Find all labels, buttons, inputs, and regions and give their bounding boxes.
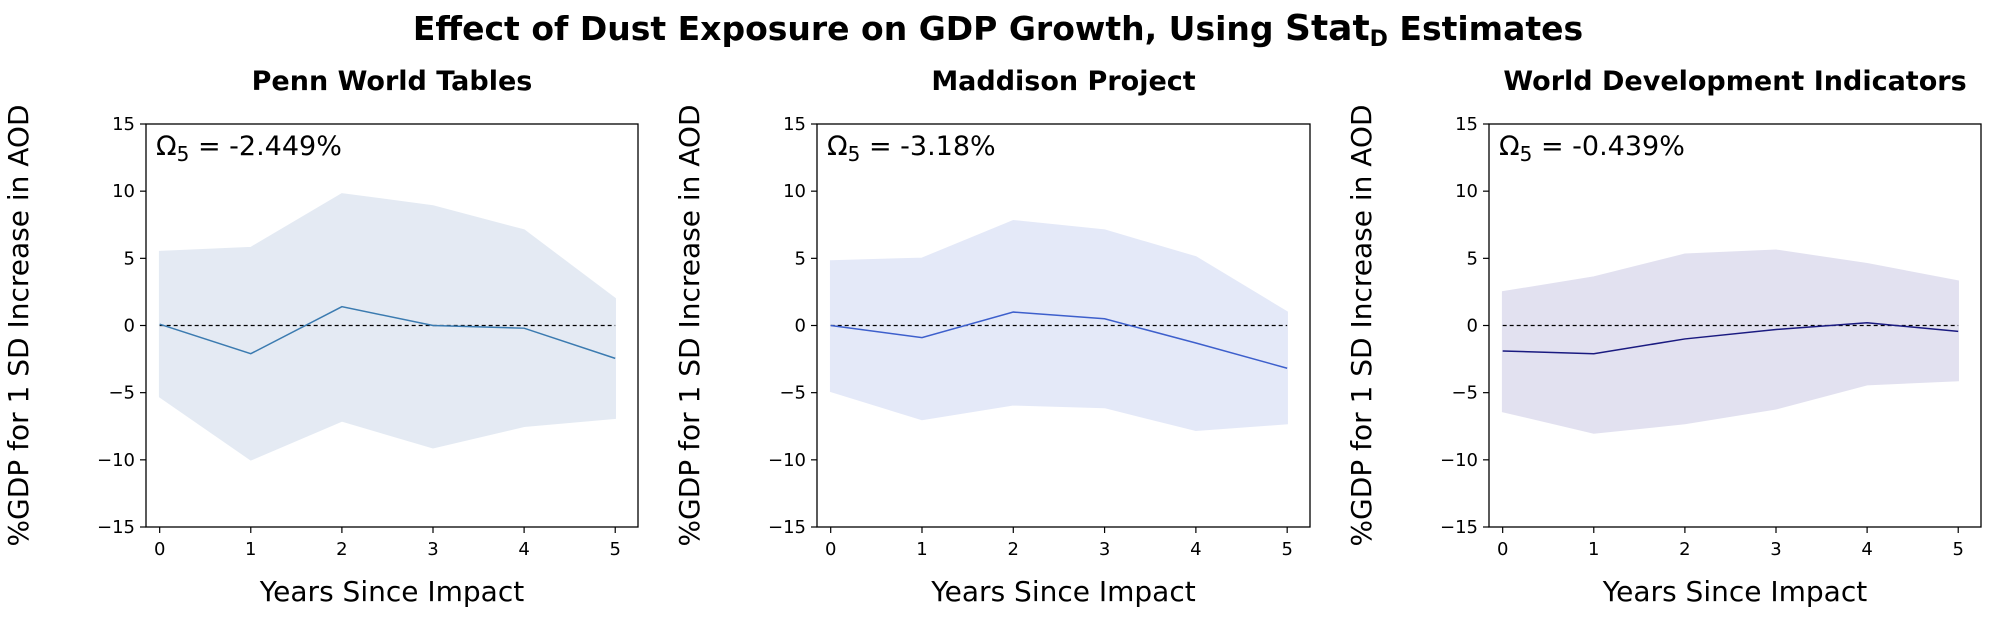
- y-tick-label: 15: [783, 114, 806, 135]
- y-tick-label: −5: [779, 383, 806, 404]
- y-tick-label: −15: [768, 517, 806, 538]
- x-axis-label: Years Since Impact: [1602, 575, 1867, 608]
- x-tick-label: 1: [916, 539, 927, 560]
- omega-annotation: Ω5 = -0.439%: [1499, 131, 1685, 166]
- x-tick-label: 2: [1679, 539, 1690, 560]
- figure-title: Effect of Dust Exposure on GDP Growth, U…: [0, 8, 1996, 52]
- x-tick-label: 5: [609, 539, 620, 560]
- x-tick-label: 2: [1008, 539, 1019, 560]
- y-axis-label: %GDP for 1 SD Increase in AOD: [2, 104, 35, 546]
- omega-symbol: Ω: [827, 131, 848, 162]
- omega-value: = -3.18%: [860, 131, 995, 162]
- x-tick-label: 4: [1861, 539, 1872, 560]
- omega-subscript: 5: [177, 142, 190, 166]
- omega-annotation: Ω5 = -3.18%: [827, 131, 996, 166]
- y-tick-label: 5: [1467, 248, 1478, 269]
- figure-title-post: Estimates: [1387, 9, 1584, 48]
- x-tick-label: 3: [1770, 539, 1781, 560]
- y-tick-label: 15: [1455, 114, 1478, 135]
- y-axis-label: %GDP for 1 SD Increase in AOD: [1345, 104, 1378, 546]
- x-tick-label: 5: [1952, 539, 1963, 560]
- omega-symbol: Ω: [156, 131, 177, 162]
- x-tick-label: 4: [518, 539, 529, 560]
- x-tick-label: 4: [1190, 539, 1201, 560]
- y-tick-label: −5: [1451, 383, 1478, 404]
- y-tick-label: 10: [1455, 181, 1478, 202]
- x-tick-label: 0: [154, 539, 165, 560]
- x-tick-label: 2: [336, 539, 347, 560]
- y-tick-label: 5: [124, 248, 135, 269]
- y-tick-label: 15: [112, 114, 135, 135]
- chart-panel-3: −15 −10 −5 0 5 10 15 0 1 2 3 4 5 World Development In…: [1345, 66, 1982, 608]
- x-tick-label: 1: [245, 539, 256, 560]
- confidence-band: [1501, 249, 1959, 434]
- x-axis-label: Years Since Impact: [930, 575, 1195, 608]
- x-tick-label: 5: [1281, 539, 1292, 560]
- y-tick-label: −15: [1440, 517, 1478, 538]
- x-tick-label: 1: [1588, 539, 1599, 560]
- x-tick-label: 0: [1497, 539, 1508, 560]
- omega-subscript: 5: [848, 142, 861, 166]
- omega-subscript: 5: [1520, 142, 1533, 166]
- omega-annotation: Ω5 = -2.449%: [156, 131, 342, 166]
- estimate-line: [830, 311, 1288, 369]
- panel-title: World Development Indicators: [1503, 66, 1966, 97]
- confidence-band: [158, 193, 616, 461]
- y-tick-label: 0: [1467, 316, 1478, 337]
- y-tick-label: −10: [97, 450, 135, 471]
- y-tick-label: −5: [108, 383, 135, 404]
- omega-value: = -2.449%: [189, 131, 341, 162]
- y-tick-label: 10: [112, 181, 135, 202]
- y-tick-label: 0: [795, 316, 806, 337]
- figure-title-stat-subscript: D: [1369, 27, 1388, 52]
- omega-symbol: Ω: [1499, 131, 1520, 162]
- y-tick-label: −10: [768, 450, 806, 471]
- confidence-band: [829, 219, 1288, 432]
- y-tick-label: −10: [1440, 450, 1478, 471]
- x-tick-label: 0: [825, 539, 836, 560]
- y-tick-label: 10: [783, 181, 806, 202]
- y-axis-label: %GDP for 1 SD Increase in AOD: [673, 104, 706, 546]
- estimate-line: [1502, 322, 1959, 355]
- figure-title-pre: Effect of Dust Exposure on GDP Growth, U…: [412, 9, 1286, 48]
- omega-value: = -0.439%: [1532, 131, 1684, 162]
- y-tick-label: 0: [124, 316, 135, 337]
- chart-panel-1: −15 −10 −5 0 5 10 15 0 1 2 3 4 5 Penn World Tables Yea…: [2, 66, 639, 608]
- y-tick-label: 5: [795, 248, 806, 269]
- x-axis-label: Years Since Impact: [259, 575, 524, 608]
- figure-title-stat: Stat: [1285, 8, 1370, 49]
- chart-panel-2: −15 −10 −5 0 5 10 15 0 1 2 3 4 5 Maddison Project Year…: [673, 66, 1311, 608]
- panel-title: Maddison Project: [931, 66, 1195, 97]
- x-tick-label: 3: [427, 539, 438, 560]
- x-tick-label: 3: [1099, 539, 1110, 560]
- panel-title: Penn World Tables: [252, 66, 533, 97]
- estimate-line: [159, 305, 616, 360]
- y-tick-label: −15: [97, 517, 135, 538]
